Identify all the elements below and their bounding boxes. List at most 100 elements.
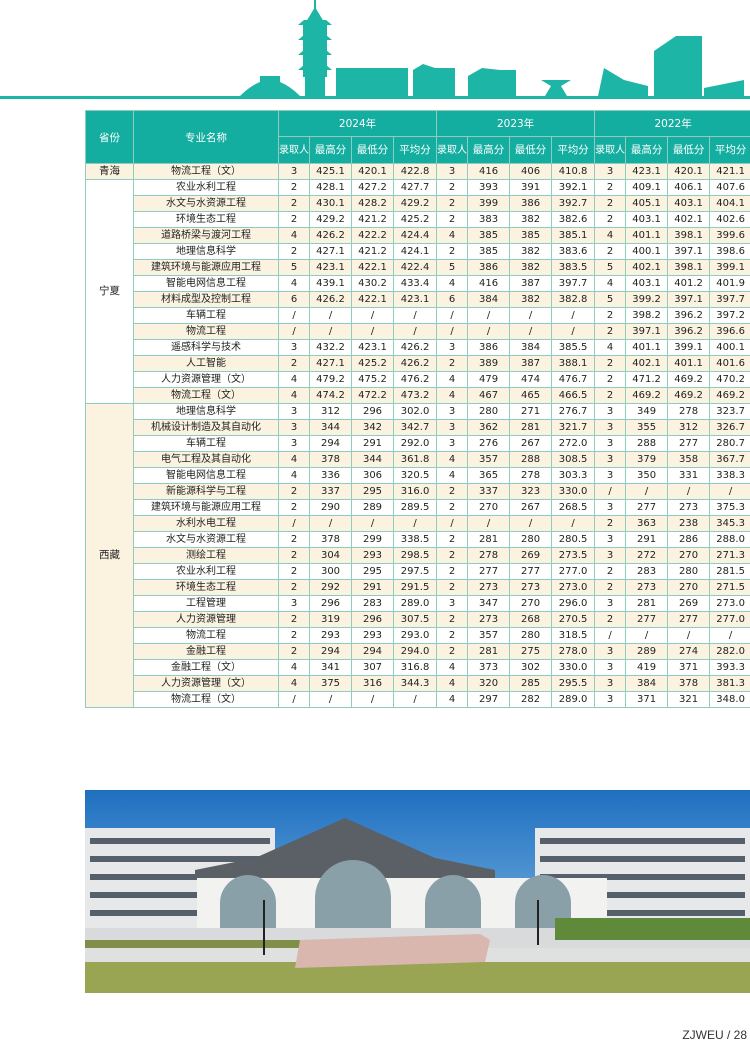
score-cell: 402.1 (625, 355, 669, 372)
major-name-cell: 物流工程（文） (133, 387, 279, 404)
score-cell: 3 (594, 499, 627, 516)
score-cell: 307.5 (392, 611, 438, 628)
major-name-cell: 地理信息科学 (133, 243, 279, 260)
score-cell: 2 (278, 531, 310, 548)
score-cell: / (351, 691, 394, 708)
score-cell: 397.7 (551, 275, 596, 292)
score-cell: 3 (594, 691, 627, 708)
score-cell: 3 (436, 163, 469, 180)
score-cell: 274 (667, 643, 711, 660)
score-cell: 296 (351, 611, 394, 628)
score-cell: 474 (509, 371, 553, 388)
score-cell: 467 (467, 387, 511, 404)
score-cell: 407.6 (709, 179, 750, 196)
score-cell: 4 (436, 467, 469, 484)
table-row: 金融工程 2 294 294 294.0 2 281 275 278.0 3 289 274 282.0 (86, 643, 750, 660)
score-cell: 401.9 (709, 275, 750, 292)
score-cell: 272.0 (551, 435, 596, 452)
score-cell: / (392, 515, 438, 532)
score-cell: / (351, 323, 394, 340)
score-cell: 479 (467, 371, 511, 388)
score-cell: 472.2 (351, 387, 394, 404)
score-cell: 476.7 (551, 371, 596, 388)
score-cell: 295 (351, 563, 394, 580)
table-row: 智能电网信息工程 4 439.1 430.2 433.4 4 416 387 397.7 4 403… (86, 275, 750, 292)
major-name-cell: 水文与水资源工程 (133, 531, 279, 548)
score-cell: / (309, 691, 352, 708)
table-row: 物流工程（文） / / //4 297 282 289.0 3 371 321 348.0 (86, 691, 750, 708)
score-cell: 5 (594, 259, 627, 276)
score-cell: 326.7 (709, 419, 750, 436)
table-row: 遥感科学与技术 3 432.2 423.1 426.2 3 386 384 385.5 4 401.… (86, 339, 750, 356)
score-cell: 392.1 (551, 179, 596, 196)
score-cell: 4 (278, 227, 310, 244)
score-cell: 312 (667, 419, 711, 436)
score-cell: 3 (594, 531, 627, 548)
score-cell: 294 (309, 435, 352, 452)
score-cell: / (436, 515, 469, 532)
score-cell: 401.2 (667, 275, 711, 292)
score-cell: 289.0 (551, 691, 596, 708)
score-cell: 2 (278, 579, 310, 596)
score-cell: 3 (594, 675, 627, 692)
score-cell: 338.5 (392, 531, 438, 548)
score-cell: 4 (278, 451, 310, 468)
score-cell: 320.5 (392, 467, 438, 484)
bridge-pavilion-icon (240, 76, 300, 96)
major-name-cell: 水文与水资源工程 (133, 195, 279, 212)
table-row: 人力资源管理（文） 4 479.2 475.2 476.2 4 479 474 476.7 2 47… (86, 371, 750, 388)
score-cell: 330.0 (551, 483, 596, 500)
score-cell: 469.2 (667, 387, 711, 404)
score-cell: 3 (594, 467, 627, 484)
admission-score-table: 省份 专业名称 2024年 2023年 2022年 录取人数最高分最低分平均分录… (85, 110, 750, 708)
province-cell: 青海 (85, 163, 134, 180)
score-cell: 402.6 (709, 211, 750, 228)
score-cell: 422.4 (392, 259, 438, 276)
score-cell: / (392, 307, 438, 324)
score-cell: 387 (509, 355, 553, 372)
score-cell: 3 (278, 419, 310, 436)
score-cell: 4 (278, 387, 310, 404)
score-cell: 3 (594, 451, 627, 468)
score-cell: 283 (625, 563, 669, 580)
score-cell: / (551, 515, 596, 532)
score-cell: 469.2 (625, 387, 669, 404)
score-cell: 291 (351, 435, 394, 452)
score-cell: 398.6 (709, 243, 750, 260)
score-cell: 401.1 (625, 339, 669, 356)
score-cell: 382.8 (551, 291, 596, 308)
score-cell: 349 (625, 403, 669, 420)
score-cell: 3 (436, 595, 469, 612)
score-cell: 282 (509, 691, 553, 708)
score-cell: 2 (594, 307, 627, 324)
score-cell: 2 (594, 355, 627, 372)
header-major: 专业名称 (133, 110, 279, 164)
score-cell: 403.1 (625, 275, 669, 292)
score-cell: 273.0 (551, 579, 596, 596)
score-cell: 277 (667, 435, 711, 452)
score-cell: 423.1 (351, 339, 394, 356)
score-cell: 479.2 (309, 371, 352, 388)
score-cell: 321 (667, 691, 711, 708)
score-cell: 280 (509, 627, 553, 644)
score-cell: 296 (309, 595, 352, 612)
score-cell: 421.2 (351, 243, 394, 260)
score-cell: 344 (351, 451, 394, 468)
score-cell: 428.1 (309, 179, 352, 196)
score-cell: / (309, 515, 352, 532)
score-cell: 271.3 (709, 547, 750, 564)
score-cell: 427.1 (309, 355, 352, 372)
score-cell: / (351, 515, 394, 532)
score-cell: 388.1 (551, 355, 596, 372)
table-row: 车辆工程 3 294 291 292.0 3 276 267 272.0 3 288 277 280.7 (86, 435, 750, 452)
major-name-cell: 建筑环境与能源应用工程 (133, 499, 279, 516)
score-cell: 2 (436, 179, 469, 196)
score-cell: 291 (351, 579, 394, 596)
score-cell: 281 (509, 419, 553, 436)
score-cell: 392.7 (551, 195, 596, 212)
major-name-cell: 人力资源管理 (133, 611, 279, 628)
score-cell: / (467, 515, 511, 532)
score-cell: 386 (509, 195, 553, 212)
score-cell: 371 (625, 691, 669, 708)
score-cell: 423.1 (309, 259, 352, 276)
